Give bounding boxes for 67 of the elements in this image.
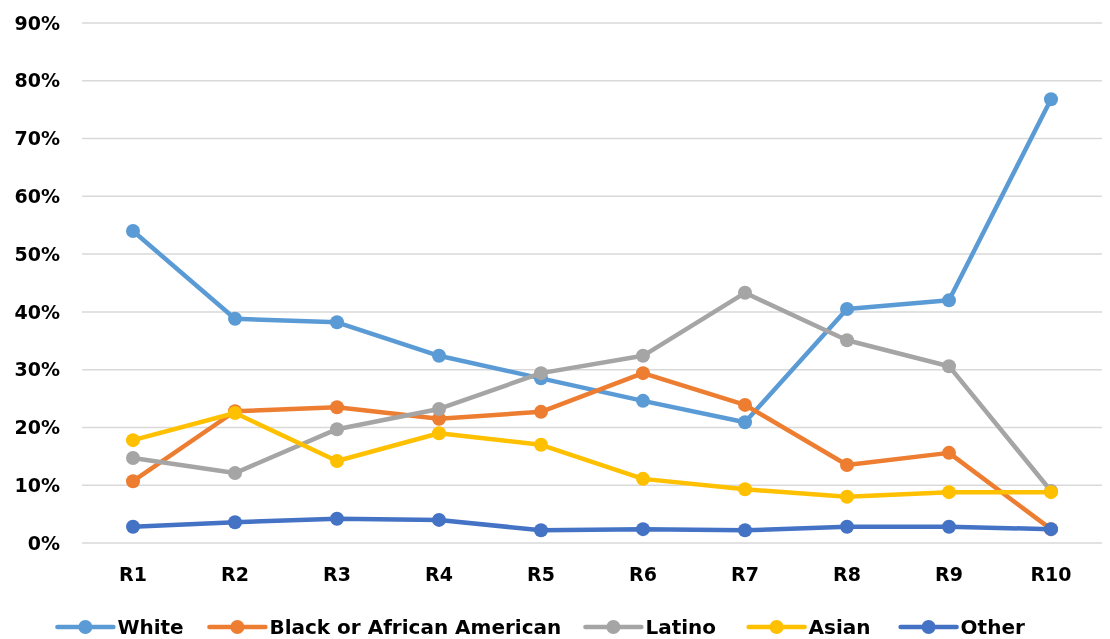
point — [840, 489, 854, 504]
point — [228, 466, 242, 481]
point — [840, 519, 854, 534]
x-tick-label: R7 — [731, 563, 759, 585]
point — [228, 515, 242, 530]
point — [840, 302, 854, 316]
point — [738, 523, 752, 538]
x-tick-label: R3 — [323, 563, 351, 585]
point — [432, 426, 446, 441]
point — [840, 333, 854, 348]
point — [330, 422, 344, 437]
x-tick-label: R8 — [833, 563, 861, 585]
y-tick-label: 50% — [14, 242, 60, 265]
point — [330, 453, 344, 468]
point — [636, 348, 650, 363]
y-tick-label: 0% — [27, 531, 60, 554]
point — [942, 293, 956, 308]
y-tick-label: 30% — [14, 358, 60, 381]
point — [1044, 92, 1058, 107]
point — [126, 224, 140, 238]
point — [942, 485, 956, 500]
point — [432, 401, 446, 416]
point — [738, 415, 752, 430]
y-tick-label: 20% — [14, 416, 60, 439]
point — [942, 519, 956, 534]
point — [738, 482, 752, 497]
point — [534, 366, 548, 381]
x-tick-label: R5 — [527, 563, 555, 585]
point — [534, 523, 548, 538]
point — [636, 366, 650, 381]
point — [330, 315, 344, 330]
x-tick-label: R10 — [1030, 563, 1072, 585]
point — [534, 437, 548, 452]
y-tick-label: 90% — [14, 11, 60, 34]
point — [942, 445, 956, 460]
x-tick-label: R6 — [629, 563, 657, 585]
point — [228, 311, 242, 326]
point — [738, 397, 752, 412]
y-tick-label: 10% — [14, 473, 60, 496]
point — [942, 359, 956, 374]
point — [432, 512, 446, 527]
y-tick-label: 70% — [14, 127, 60, 150]
y-tick-label: 80% — [14, 69, 60, 92]
point — [636, 393, 650, 408]
legend-label: Other — [960, 615, 1025, 639]
point — [330, 400, 344, 415]
point — [636, 522, 650, 537]
x-tick-label: R2 — [221, 563, 249, 585]
y-tick-label: 40% — [14, 300, 60, 323]
x-tick-label: R4 — [425, 563, 453, 585]
legend-label: Black or African American — [269, 615, 562, 639]
point — [636, 471, 650, 486]
point — [534, 404, 548, 419]
legend-label: Asian — [808, 615, 871, 639]
point — [126, 433, 140, 448]
x-tick-label: R9 — [935, 563, 963, 585]
point — [840, 458, 854, 472]
point — [432, 348, 446, 363]
point — [738, 285, 752, 300]
legend-label: Latino — [645, 615, 717, 639]
y-tick-label: 60% — [14, 184, 60, 207]
legend-label: White — [117, 615, 184, 639]
point — [330, 511, 344, 526]
x-tick-label: R1 — [119, 563, 147, 585]
point — [126, 474, 140, 489]
point — [126, 519, 140, 534]
point — [126, 451, 140, 466]
